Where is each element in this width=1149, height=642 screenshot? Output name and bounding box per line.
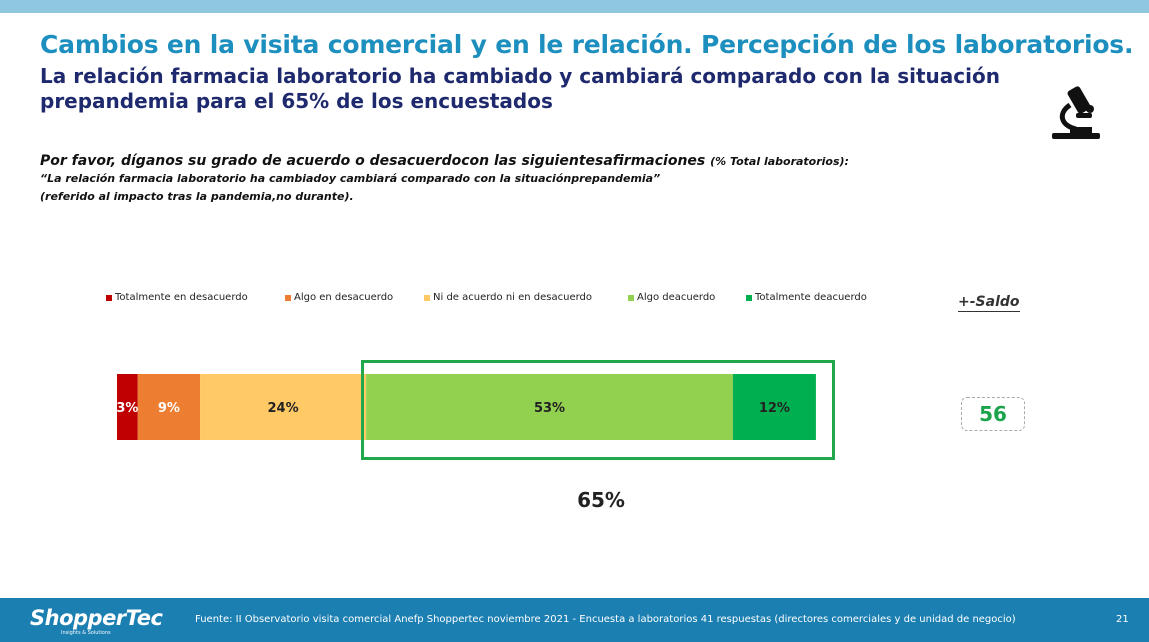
page-number: 21 <box>1116 614 1129 625</box>
bar-data-label: 3% <box>116 401 138 416</box>
saldo-value: 56 <box>961 397 1025 431</box>
top-band <box>0 0 1149 13</box>
question-suffix: (% Total laboratorios): <box>710 155 849 168</box>
legend-label: Algo deacuerdo <box>637 292 716 303</box>
legend-item: Ni de acuerdo ni en desacuerdo <box>424 292 592 303</box>
question-line1: Por favor, díganos su grado de acuerdo o… <box>40 153 706 169</box>
saldo-header: +-Saldo <box>958 294 1020 312</box>
legend-label: Totalmente deacuerdo <box>755 292 867 303</box>
question-quote: “La relación farmacia laboratorio ha cam… <box>40 172 661 185</box>
legend-swatch <box>285 294 291 301</box>
legend-swatch <box>628 294 634 301</box>
legend-swatch <box>106 294 112 301</box>
bar-data-label: 24% <box>268 401 299 416</box>
bar-segment <box>200 374 367 440</box>
legend-swatch <box>424 294 430 301</box>
bar-segment <box>137 374 201 440</box>
legend-swatch <box>746 294 752 301</box>
question-text: Por favor, díganos su grado de acuerdo o… <box>40 153 849 169</box>
bar-segment <box>366 374 733 440</box>
source-note: Fuente: II Observatorio visita comercial… <box>195 614 1016 625</box>
bar-data-label: 53% <box>534 401 565 416</box>
question-note: (referido al impacto tras la pandemia,no… <box>40 190 354 203</box>
legend-item: Algo deacuerdo <box>628 292 715 303</box>
legend-label: Ni de acuerdo ni en desacuerdo <box>433 292 593 303</box>
agreement-highlight-box <box>361 360 835 460</box>
bar-segment <box>732 374 816 440</box>
legend-item: Totalmente en desacuerdo <box>106 292 248 303</box>
legend-label: Totalmente en desacuerdo <box>115 292 248 303</box>
page-subtitle: La relación farmacia laboratorio ha camb… <box>40 64 1000 113</box>
bar-data-label: 12% <box>759 401 790 416</box>
agreement-total-label: 65% <box>577 488 625 512</box>
footer-bar <box>0 598 1149 642</box>
legend-item: Totalmente deacuerdo <box>746 292 867 303</box>
bar-data-label: 9% <box>158 401 180 416</box>
legend-label: Algo en desacuerdo <box>294 292 394 303</box>
logo-tagline: Insights & Solutions <box>61 630 111 636</box>
legend-item: Algo en desacuerdo <box>285 292 393 303</box>
microscope-icon <box>1046 83 1104 141</box>
bar-segment <box>117 374 138 440</box>
shoppertec-logo: ShopperTec <box>30 606 163 630</box>
page-title: Cambios en la visita comercial y en le r… <box>40 30 1134 59</box>
